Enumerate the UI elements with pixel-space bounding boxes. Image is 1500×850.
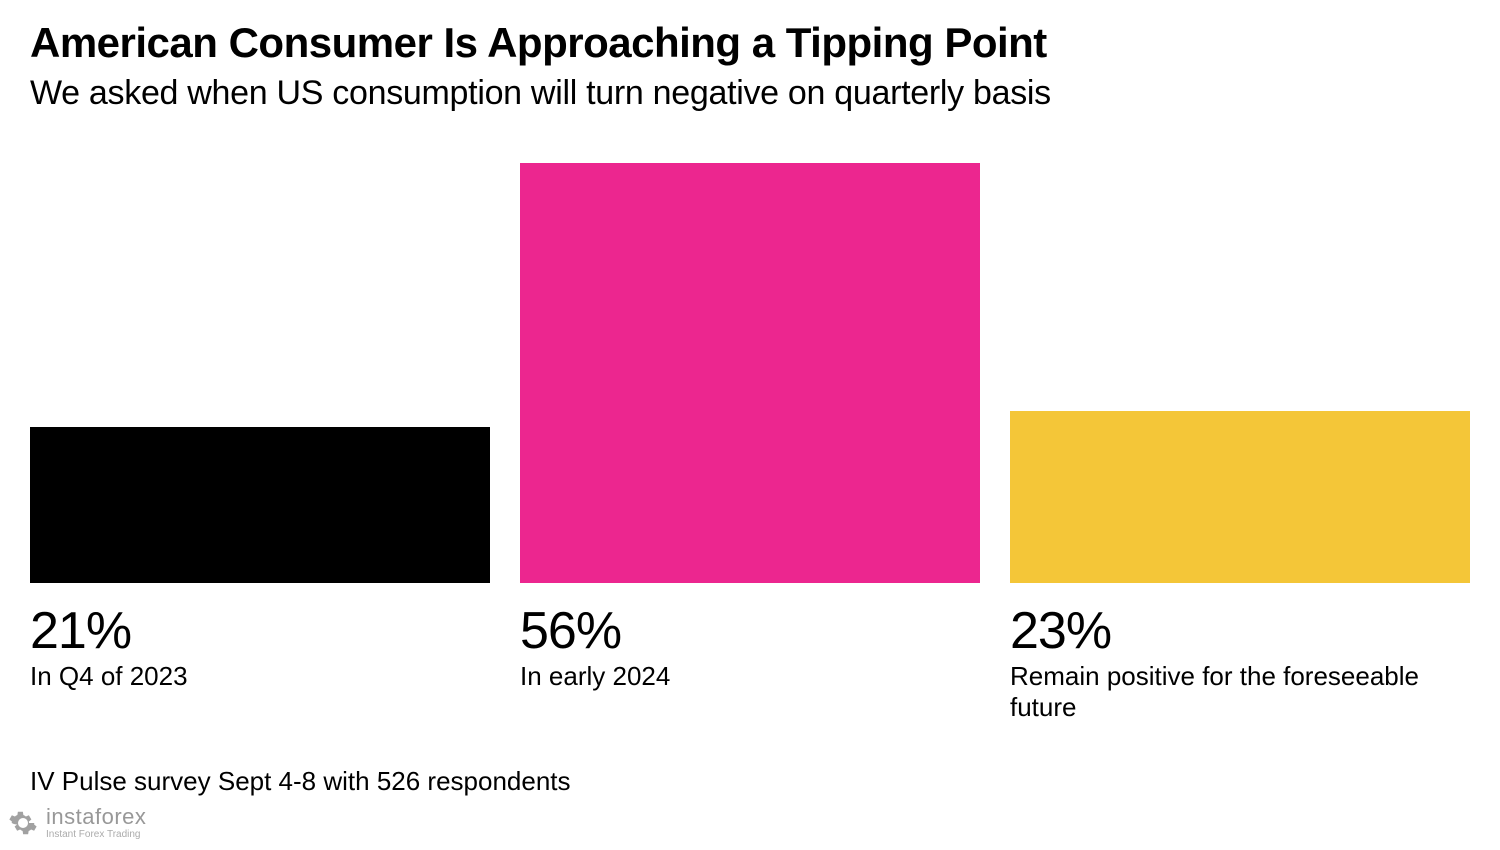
watermark: instaforex Instant Forex Trading: [8, 806, 146, 840]
pct-1: 56%: [520, 601, 980, 661]
watermark-brand: instaforex: [46, 806, 146, 828]
chart-title: American Consumer Is Approaching a Tippi…: [30, 20, 1470, 66]
bar-chart: [30, 163, 1470, 583]
source-text: IV Pulse survey Sept 4-8 with 526 respon…: [30, 766, 1470, 797]
label-group-1: 56% In early 2024: [520, 601, 980, 723]
bar-1: [520, 163, 980, 583]
desc-0: In Q4 of 2023: [30, 661, 490, 692]
watermark-text: instaforex Instant Forex Trading: [46, 806, 146, 840]
label-group-0: 21% In Q4 of 2023: [30, 601, 490, 723]
bar-group-0: [30, 427, 490, 583]
labels-row: 21% In Q4 of 2023 56% In early 2024 23% …: [30, 601, 1470, 723]
bar-0: [30, 427, 490, 583]
chart-subtitle: We asked when US consumption will turn n…: [30, 74, 1470, 113]
pct-0: 21%: [30, 601, 490, 661]
bar-group-1: [520, 163, 980, 583]
bar-group-2: [1010, 411, 1470, 583]
pct-2: 23%: [1010, 601, 1470, 661]
gear-icon: [8, 808, 38, 838]
bar-2: [1010, 411, 1470, 583]
desc-2: Remain positive for the foreseeable futu…: [1010, 661, 1470, 723]
desc-1: In early 2024: [520, 661, 980, 692]
watermark-tagline: Instant Forex Trading: [46, 830, 146, 840]
label-group-2: 23% Remain positive for the foreseeable …: [1010, 601, 1470, 723]
